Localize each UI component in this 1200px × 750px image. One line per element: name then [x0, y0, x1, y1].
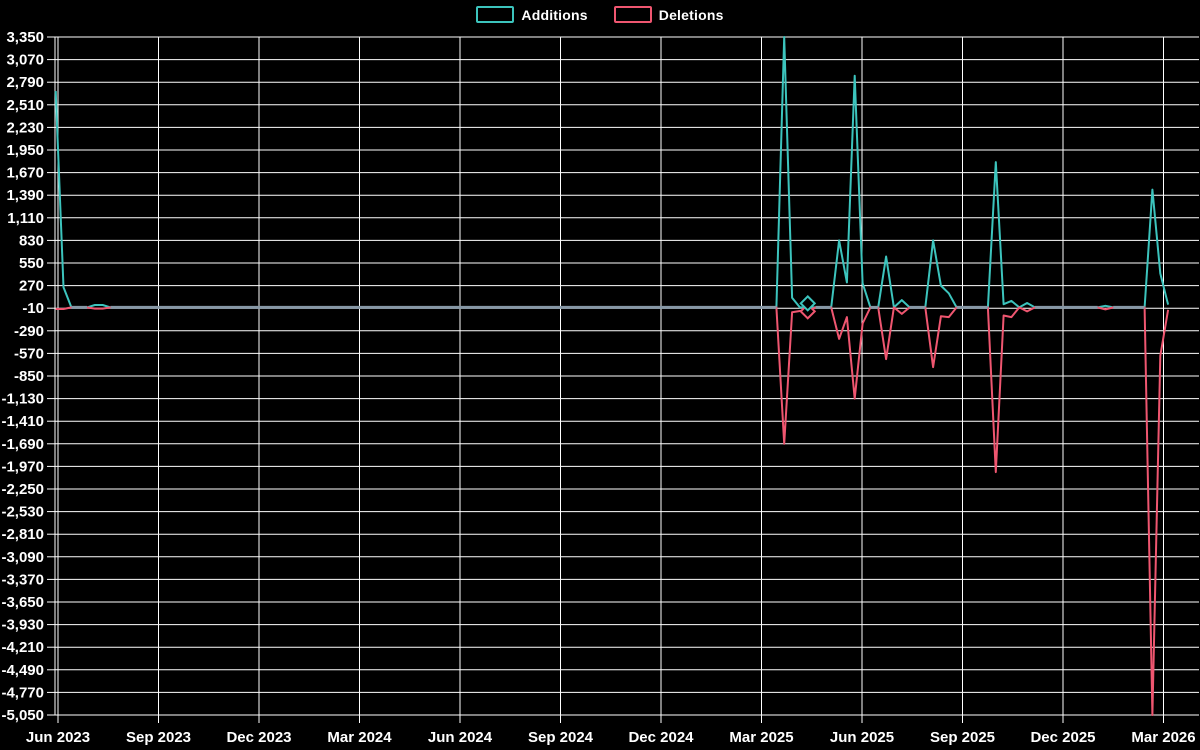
x-axis-label: Sep 2025 — [930, 729, 995, 746]
y-axis-label: -5,050 — [1, 707, 44, 724]
y-axis-label: 270 — [19, 278, 44, 295]
y-axis-label: -1,410 — [1, 413, 44, 430]
y-axis-label: 2,230 — [6, 119, 44, 136]
x-axis-label: Sep 2023 — [126, 729, 191, 746]
y-axis-label: -1,970 — [1, 458, 44, 475]
legend-item-deletions[interactable]: Deletions — [613, 6, 724, 23]
y-axis-label: 1,110 — [7, 210, 44, 227]
y-axis-label: -3,650 — [1, 594, 44, 611]
x-axis-label: Sep 2024 — [528, 729, 594, 746]
y-axis-label: -3,370 — [1, 571, 44, 588]
y-axis-label: -1,690 — [1, 436, 44, 453]
deletions-swatch-icon — [613, 6, 652, 23]
y-axis-label: 830 — [19, 232, 44, 249]
y-axis-label: 2,510 — [6, 97, 44, 114]
x-axis-label: Dec 2023 — [226, 729, 291, 746]
y-axis-label: -2,530 — [1, 504, 44, 521]
y-axis-label: 1,390 — [6, 187, 44, 204]
y-axis-label: -3,930 — [1, 617, 44, 634]
y-axis-label: -2,250 — [1, 481, 44, 498]
y-axis-label: 2,790 — [6, 74, 44, 91]
y-axis-label: 3,350 — [6, 29, 44, 46]
legend-label: Deletions — [658, 6, 724, 23]
y-axis-label: -4,490 — [1, 662, 44, 679]
y-axis-label: 550 — [19, 255, 44, 272]
y-axis-label: -4,770 — [1, 684, 44, 701]
y-axis-label: -1,130 — [1, 391, 44, 408]
y-axis-label: -290 — [14, 323, 44, 340]
y-axis-label: -10 — [22, 300, 44, 317]
chart-legend: Additions Deletions — [0, 6, 1200, 23]
legend-item-additions[interactable]: Additions — [476, 6, 588, 23]
x-axis-label: Mar 2025 — [729, 729, 793, 746]
y-axis-label: 1,670 — [6, 165, 44, 182]
x-axis-label: Jun 2025 — [830, 729, 894, 746]
y-axis-label: -3,090 — [1, 549, 44, 566]
y-axis-label: 1,950 — [6, 142, 44, 159]
y-axis-label: 3,070 — [6, 52, 44, 69]
x-axis-label: Jun 2024 — [428, 729, 493, 746]
x-axis-label: Mar 2024 — [327, 729, 392, 746]
y-axis-label: -570 — [14, 345, 44, 362]
x-axis-label: Dec 2024 — [628, 729, 694, 746]
x-axis-label: Dec 2025 — [1030, 729, 1095, 746]
y-axis-label: -4,210 — [1, 639, 44, 656]
x-axis-label: Jun 2023 — [26, 729, 90, 746]
additions-swatch-icon — [476, 6, 515, 23]
additions-point-diamond-icon — [799, 294, 817, 312]
y-axis-label: -850 — [14, 368, 44, 385]
legend-label: Additions — [521, 6, 588, 23]
y-axis-label: -2,810 — [1, 526, 44, 543]
x-axis-label: Mar 2026 — [1131, 729, 1195, 746]
